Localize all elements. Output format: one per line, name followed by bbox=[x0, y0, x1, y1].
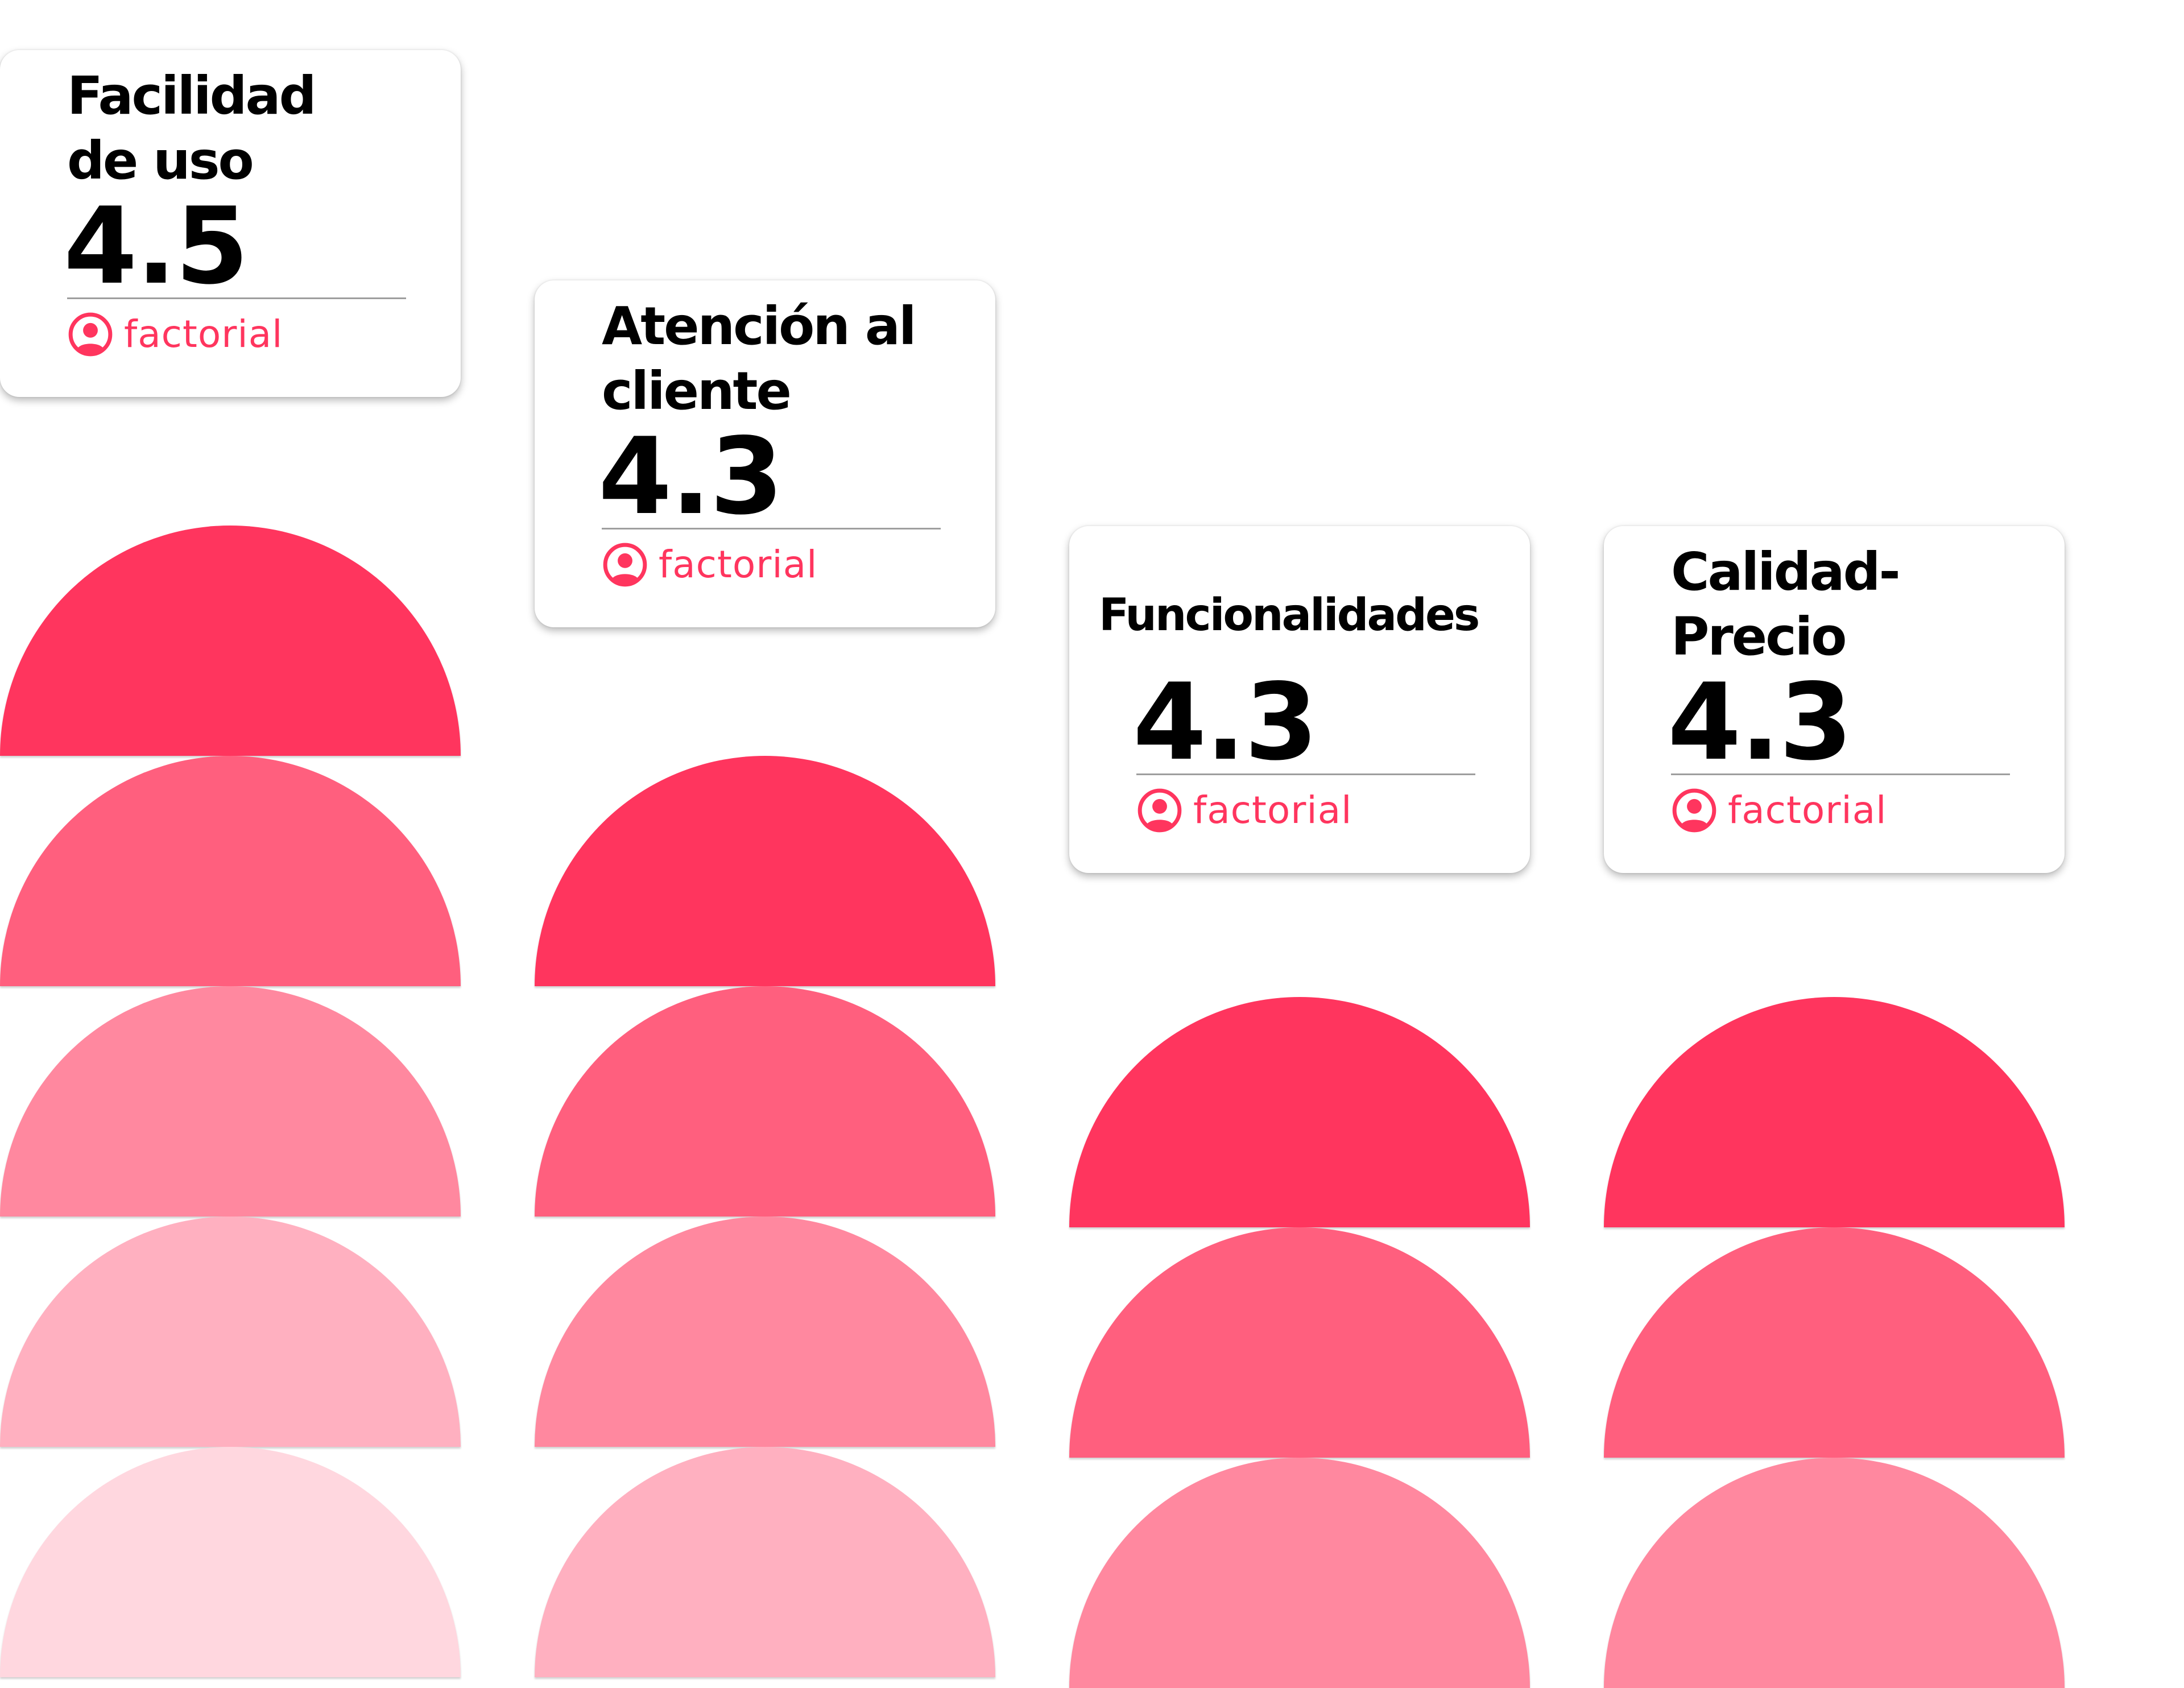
rating-column-facilidad-de-uso: Facilidad de uso 4.5 factorial bbox=[0, 50, 461, 1686]
rating-card: Facilidad de uso 4.5 factorial bbox=[0, 50, 461, 397]
rating-dome bbox=[0, 756, 461, 986]
divider bbox=[1671, 773, 2010, 775]
brand-name: factorial bbox=[124, 312, 283, 356]
rating-column-atencion-al-cliente: Atención al cliente 4.3 factorial bbox=[535, 280, 995, 1686]
rating-dome bbox=[0, 526, 461, 756]
rating-score: 4.3 bbox=[1668, 660, 1852, 784]
rating-dome bbox=[1604, 1227, 2065, 1458]
rating-title: Facilidad de uso bbox=[67, 65, 316, 191]
rating-column-calidad-precio: Calidad- Precio 4.3 factorial bbox=[1604, 526, 2065, 1688]
rating-column-funcionalidades: Funcionalidades 4.3 factorial bbox=[1069, 526, 1530, 1688]
brand-name: factorial bbox=[1728, 788, 1887, 832]
divider bbox=[67, 297, 406, 299]
rating-dome bbox=[0, 986, 461, 1217]
divider bbox=[1136, 773, 1475, 775]
divider bbox=[602, 528, 941, 529]
rating-dome bbox=[1069, 1227, 1530, 1458]
rating-score: 4.3 bbox=[1133, 660, 1318, 784]
brand-name: factorial bbox=[1193, 788, 1352, 832]
rating-dome bbox=[0, 1447, 461, 1677]
rating-dome bbox=[535, 1447, 995, 1677]
rating-dome bbox=[1604, 1458, 2065, 1688]
rating-dome bbox=[535, 1217, 995, 1447]
rating-dome bbox=[1069, 997, 1530, 1227]
factorial-user-circle-icon bbox=[1138, 788, 1182, 833]
rating-dome bbox=[1069, 1458, 1530, 1688]
brand-lockup: factorial bbox=[602, 539, 817, 590]
rating-card: Funcionalidades 4.3 factorial bbox=[1069, 526, 1530, 873]
rating-title: Calidad- Precio bbox=[1671, 541, 1901, 667]
factorial-user-circle-icon bbox=[1672, 788, 1716, 833]
rating-score: 4.3 bbox=[598, 415, 783, 538]
brand-name: factorial bbox=[659, 543, 818, 586]
rating-title: Atención al cliente bbox=[602, 296, 917, 421]
rating-dome bbox=[1604, 997, 2065, 1227]
rating-score: 4.5 bbox=[64, 184, 249, 308]
factorial-user-circle-icon bbox=[68, 312, 113, 357]
factorial-user-circle-icon bbox=[603, 543, 647, 587]
brand-lockup: factorial bbox=[67, 309, 283, 360]
rating-dome bbox=[535, 756, 995, 986]
brand-lockup: factorial bbox=[1136, 785, 1352, 836]
rating-title: Funcionalidades bbox=[1099, 590, 1480, 641]
rating-dome bbox=[0, 1217, 461, 1447]
rating-card: Calidad- Precio 4.3 factorial bbox=[1604, 526, 2065, 873]
brand-lockup: factorial bbox=[1671, 785, 1887, 836]
rating-card: Atención al cliente 4.3 factorial bbox=[535, 280, 995, 627]
rating-dome bbox=[535, 986, 995, 1217]
